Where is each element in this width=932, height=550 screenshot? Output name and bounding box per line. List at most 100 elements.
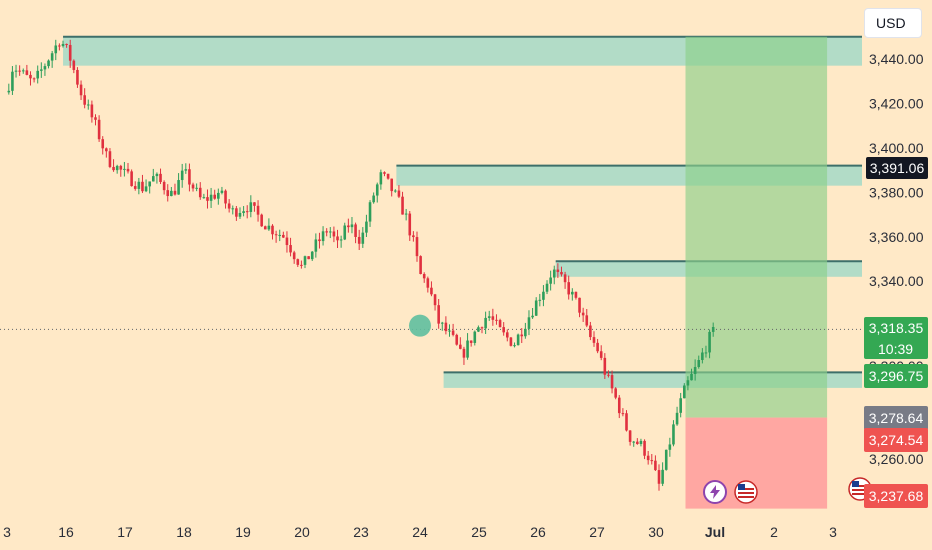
candle-body — [455, 334, 459, 345]
candle-body — [115, 165, 119, 171]
candle-body — [520, 334, 524, 337]
candle-body — [556, 269, 560, 273]
candle-body — [451, 330, 455, 335]
candle-body — [599, 351, 603, 358]
low-price-tag: 3,237.68 — [864, 484, 928, 508]
candle-body — [235, 208, 238, 217]
candle-body — [137, 181, 141, 189]
candle-body — [354, 224, 357, 237]
candle-body — [484, 317, 487, 329]
candle-body — [682, 385, 686, 399]
candle-body — [123, 168, 126, 170]
candle-body — [430, 287, 433, 295]
candle-body — [379, 172, 383, 185]
candle-body — [126, 168, 130, 172]
candle-body — [473, 331, 477, 343]
candle-body — [697, 360, 701, 367]
candle-body — [574, 291, 578, 298]
us-flag-event-icon[interactable] — [734, 480, 758, 504]
stop-price-label: 3,274.54 — [869, 432, 924, 448]
entry-gray-price-label: 3,278.64 — [869, 410, 924, 426]
currency-selector[interactable]: USD — [864, 8, 922, 38]
candle-body — [679, 398, 682, 413]
candle-body — [603, 357, 607, 375]
candle-body — [675, 412, 679, 425]
candle-body — [440, 322, 444, 324]
candle-body — [578, 297, 581, 313]
candle-body — [256, 205, 260, 215]
candle-body — [296, 259, 300, 265]
candle-body — [213, 194, 217, 199]
candle-body — [495, 319, 498, 321]
candle-body — [386, 173, 390, 179]
candle-body — [448, 330, 451, 332]
candle-body — [542, 291, 545, 300]
candle-body — [636, 441, 639, 445]
candle-body — [97, 119, 101, 140]
candle-body — [459, 344, 462, 349]
candle-body — [278, 234, 282, 236]
candle-body — [426, 278, 430, 288]
time-tick-label: 17 — [117, 524, 133, 540]
candle-body — [151, 176, 155, 182]
time-tick-label: 25 — [471, 524, 487, 540]
candle-body — [708, 331, 711, 353]
candle-body — [274, 234, 278, 236]
candle-body — [54, 45, 58, 54]
candle-body — [571, 291, 574, 295]
lightning-event-icon[interactable] — [703, 480, 727, 504]
candle-body — [628, 430, 632, 442]
candle-body — [65, 43, 68, 45]
candle-body — [195, 187, 198, 189]
candle-body — [357, 236, 361, 244]
time-tick-label: 24 — [412, 524, 428, 540]
candle-body — [614, 388, 617, 398]
candle-body — [531, 315, 534, 318]
candle-body — [567, 282, 571, 295]
candle-body — [607, 374, 610, 376]
candle-body — [242, 211, 245, 213]
candle-body — [462, 348, 466, 358]
candle-body — [433, 294, 437, 306]
candle-body — [589, 325, 592, 338]
candle-body — [209, 194, 213, 201]
candle-body — [415, 237, 419, 257]
candle-body — [422, 274, 426, 279]
time-tick-label: 23 — [353, 524, 369, 540]
candle-body — [166, 190, 170, 197]
candle-body — [206, 197, 209, 201]
candle-body — [21, 70, 25, 72]
candle-body — [188, 169, 191, 185]
candle-body — [592, 337, 596, 343]
candle-body — [668, 444, 672, 450]
candle-body — [549, 277, 552, 284]
price-axis[interactable]: 3,260.00 3,340.00 3,360.00 3,380.00 3,400.00… — [869, 51, 924, 467]
candle-body — [68, 44, 72, 61]
price-tick-label: 3,360.00 — [869, 229, 924, 245]
candle-body — [238, 212, 242, 217]
candle-body — [477, 327, 480, 332]
time-tick-label: 19 — [235, 524, 251, 540]
candle-body — [170, 190, 173, 197]
candle-body — [361, 232, 365, 244]
candle-body — [18, 70, 21, 72]
candle-body — [711, 326, 715, 332]
price-tick-label: 3,340.00 — [869, 273, 924, 289]
candle-body — [314, 239, 318, 252]
time-tick-label: 27 — [589, 524, 605, 540]
time-axis[interactable]: 3 16 17 18 19 20 23 24 25 26 27 30 Jul 2 3 — [3, 524, 837, 540]
candle-body — [148, 181, 151, 187]
candle-body — [368, 202, 372, 222]
candle-body — [61, 43, 65, 47]
candle-body — [47, 60, 50, 67]
time-tick-label: 20 — [294, 524, 310, 540]
candle-body — [498, 320, 502, 328]
candle-body — [527, 317, 531, 329]
target-zone — [685, 36, 828, 418]
candle-body — [94, 117, 97, 120]
candle-body — [390, 178, 394, 192]
candle-body — [83, 95, 86, 105]
candle-body — [177, 180, 180, 195]
